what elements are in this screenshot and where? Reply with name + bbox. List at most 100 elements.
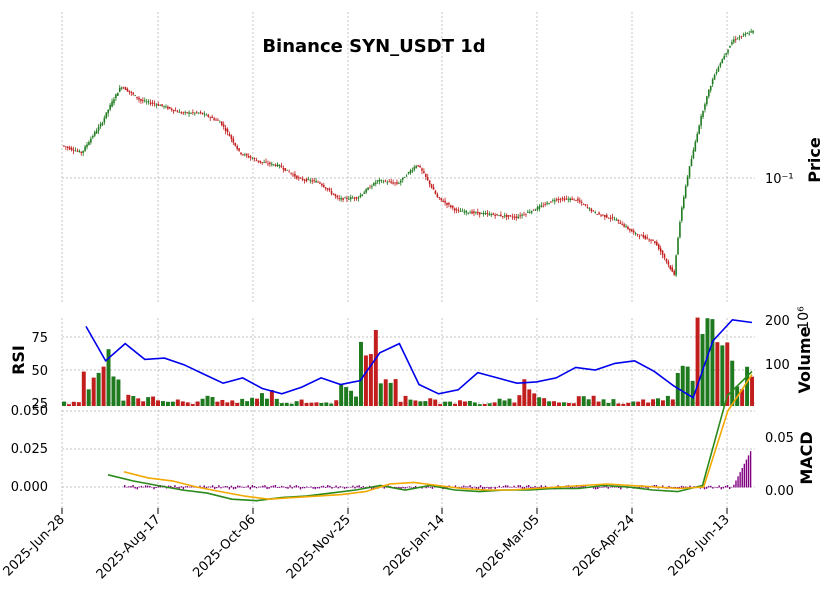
volume-bar [284,402,289,406]
candle-body [579,200,581,203]
macd-hist-bar [245,486,247,488]
candle-body [142,100,144,102]
candle-body [490,214,493,216]
candle-body [521,214,523,216]
candle-body [717,67,720,72]
candle-body [203,113,206,115]
candle-body [748,33,751,35]
macd-hist-bar [511,487,513,488]
macd-hist-bar [293,486,295,488]
candle-body [528,212,531,213]
volume-bar [210,397,215,406]
candle-body [161,104,163,106]
macd-hist-bar [142,486,145,488]
volume-bar [507,398,512,406]
candle-body [155,104,158,106]
candle-body [428,180,431,185]
macd-hist-bar [322,485,325,488]
macd-hist-bar [224,486,226,488]
macd-histogram [124,451,752,490]
macd-hist-bar [220,487,222,489]
macd-hist-bar [339,486,342,488]
volume-bar [378,383,383,406]
volume-bar [710,319,715,406]
candle-body [380,180,383,181]
macd-hist-bar [749,451,752,488]
candle-body [494,214,496,217]
candle-body [640,234,643,236]
volume-bar [561,402,566,406]
candle-body [70,148,73,150]
volume-bar [393,379,398,406]
volume-bar [161,401,165,406]
candle-body [629,228,631,231]
volume-bar [106,349,111,406]
macd-hist-bar [603,485,605,488]
volume-bar [428,398,433,406]
macd-hist-bar [316,487,318,489]
volume-bar [552,401,557,406]
macd-hist-bar [584,485,586,488]
candle-body [172,109,175,112]
volume-bar [418,401,423,406]
candle-body [324,187,327,189]
candle-body [419,166,421,168]
candle-body [297,177,300,179]
candle-body [65,146,67,148]
candle-body [696,133,699,142]
candle-body [169,107,171,109]
candle-body [584,204,587,206]
candle-body [654,241,656,243]
candle-body [744,33,747,36]
candle-body [378,179,381,182]
macd-hist-bar [714,487,716,488]
candle-body [134,95,136,97]
candle-body [613,219,616,221]
candle-body [478,212,481,215]
candle-body [557,199,560,200]
volume-bar [591,395,596,406]
candle-body [403,177,406,179]
macd-hist-bar [356,485,358,488]
candle-body [623,224,625,227]
candle-body [496,214,498,215]
candle-body [355,197,358,199]
macd-hist-bar [297,486,300,488]
macd-hist-bar [264,485,266,488]
candle-body [625,226,627,228]
candle-body [118,87,121,92]
volume-bar [715,342,720,406]
volume-bar [660,400,665,406]
volume-bar [586,399,591,406]
candle-body [425,173,427,177]
candle-body [704,104,706,110]
macd-hist-bar [362,486,365,488]
candle-body [296,175,298,179]
candle-body [299,177,302,179]
candle-body [690,158,693,167]
candle-body [540,205,543,207]
price-axis-label: Price [805,137,824,183]
candle-body [190,113,192,115]
volume-bar [730,360,735,406]
candle-body [631,229,633,232]
candle-body [500,214,502,217]
volume-bar [329,403,334,406]
candle-body [330,190,333,194]
candle-body [259,160,262,163]
macd-hist-bar [126,487,128,488]
macd-hist-bar [672,487,674,488]
candle-body [750,31,752,33]
candle-body [569,198,571,201]
macd-hist-bar [638,487,641,488]
macd-hist-bar [228,487,231,490]
candle-body [446,202,448,205]
volume-bar [141,401,146,406]
candle-body [269,162,271,165]
candle-body [706,96,708,105]
candle-body [92,136,94,138]
volume-axis-label: Volume [795,326,814,393]
x-axis-labels: 2025-Jun-28 2025-Aug-17 2025-Oct-06 2025-No… [1,512,733,582]
candle-body [473,211,475,214]
candle-body [598,212,600,215]
